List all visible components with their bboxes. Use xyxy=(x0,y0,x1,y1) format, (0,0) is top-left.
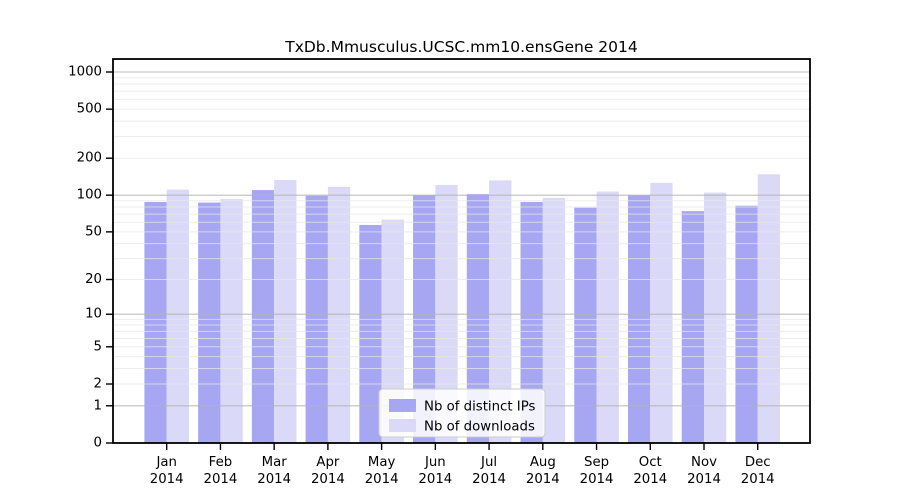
x-tick-label-year: 2014 xyxy=(741,472,775,487)
x-tick-label-month: Jul xyxy=(480,455,497,470)
bar-downloads-nov xyxy=(704,192,727,443)
x-tick-label-month: Aug xyxy=(530,455,556,470)
y-tick-label: 200 xyxy=(77,151,102,166)
y-tick-label: 5 xyxy=(94,339,102,354)
y-tick-label: 0 xyxy=(94,436,102,451)
x-tick-label-month: May xyxy=(368,455,396,470)
x-tick-label-year: 2014 xyxy=(472,472,506,487)
x-tick-label-year: 2014 xyxy=(204,472,238,487)
x-tick-label-year: 2014 xyxy=(633,472,667,487)
plot-frame xyxy=(112,58,811,444)
y-tick-label: 10 xyxy=(85,307,102,322)
bar-downloads-feb xyxy=(220,199,243,443)
bar-ips-feb xyxy=(198,202,221,443)
bar-ips-may xyxy=(359,224,382,443)
y-tick-label: 1 xyxy=(94,398,102,413)
y-tick-label: 1000 xyxy=(68,65,102,80)
bar-downloads-mar xyxy=(274,179,297,444)
x-tick-label-month: Feb xyxy=(209,455,233,470)
y-tick-label: 50 xyxy=(85,224,102,239)
bar-downloads-apr xyxy=(327,186,351,443)
legend-swatch-downloads xyxy=(389,419,416,432)
y-tick-label: 20 xyxy=(85,272,102,287)
x-tick-label-year: 2014 xyxy=(257,472,291,487)
y-tick-label: 100 xyxy=(77,188,102,203)
x-tick-label-year: 2014 xyxy=(526,472,560,487)
x-tick-label-month: Apr xyxy=(316,455,340,470)
bar-ips-nov xyxy=(681,211,704,443)
x-tick-label-month: Nov xyxy=(691,455,717,470)
bar-ips-jan xyxy=(144,201,167,443)
legend-box xyxy=(378,388,546,438)
y-tick-label: 2 xyxy=(94,377,102,392)
x-tick-label-month: Jun xyxy=(424,455,446,470)
x-tick-label-month: Jan xyxy=(155,455,177,470)
x-tick-label-year: 2014 xyxy=(365,472,399,487)
chart-title: TxDb.Mmusculus.UCSC.mm10.ensGene 2014 xyxy=(285,38,638,56)
bar-downloads-sep xyxy=(596,191,619,443)
x-tick-label-month: Oct xyxy=(639,455,662,470)
x-tick-label-year: 2014 xyxy=(311,472,345,487)
x-tick-label-year: 2014 xyxy=(150,472,184,487)
bar-ips-mar xyxy=(251,190,275,443)
bar-ips-dec xyxy=(735,205,758,443)
bar-ips-jul xyxy=(466,194,490,443)
legend-label-ips: Nb of distinct IPs xyxy=(424,400,536,415)
x-tick-label-month: Mar xyxy=(262,455,288,470)
legend-swatch-ips xyxy=(389,399,416,412)
legend-label-downloads: Nb of downloads xyxy=(424,420,535,435)
bar-downloads-jan xyxy=(166,189,189,443)
x-tick-label-year: 2014 xyxy=(580,472,614,487)
bar-downloads-jul xyxy=(489,180,512,443)
x-tick-label-year: 2014 xyxy=(418,472,452,487)
bar-downloads-oct xyxy=(650,182,673,443)
bar-downloads-aug xyxy=(542,197,566,443)
x-tick-label-year: 2014 xyxy=(687,472,721,487)
y-tick-label: 500 xyxy=(77,102,102,117)
bar-downloads-dec xyxy=(757,174,781,443)
x-tick-label-month: Sep xyxy=(584,455,609,470)
x-tick-label-month: Dec xyxy=(745,455,771,470)
bar-ips-aug xyxy=(520,201,543,443)
